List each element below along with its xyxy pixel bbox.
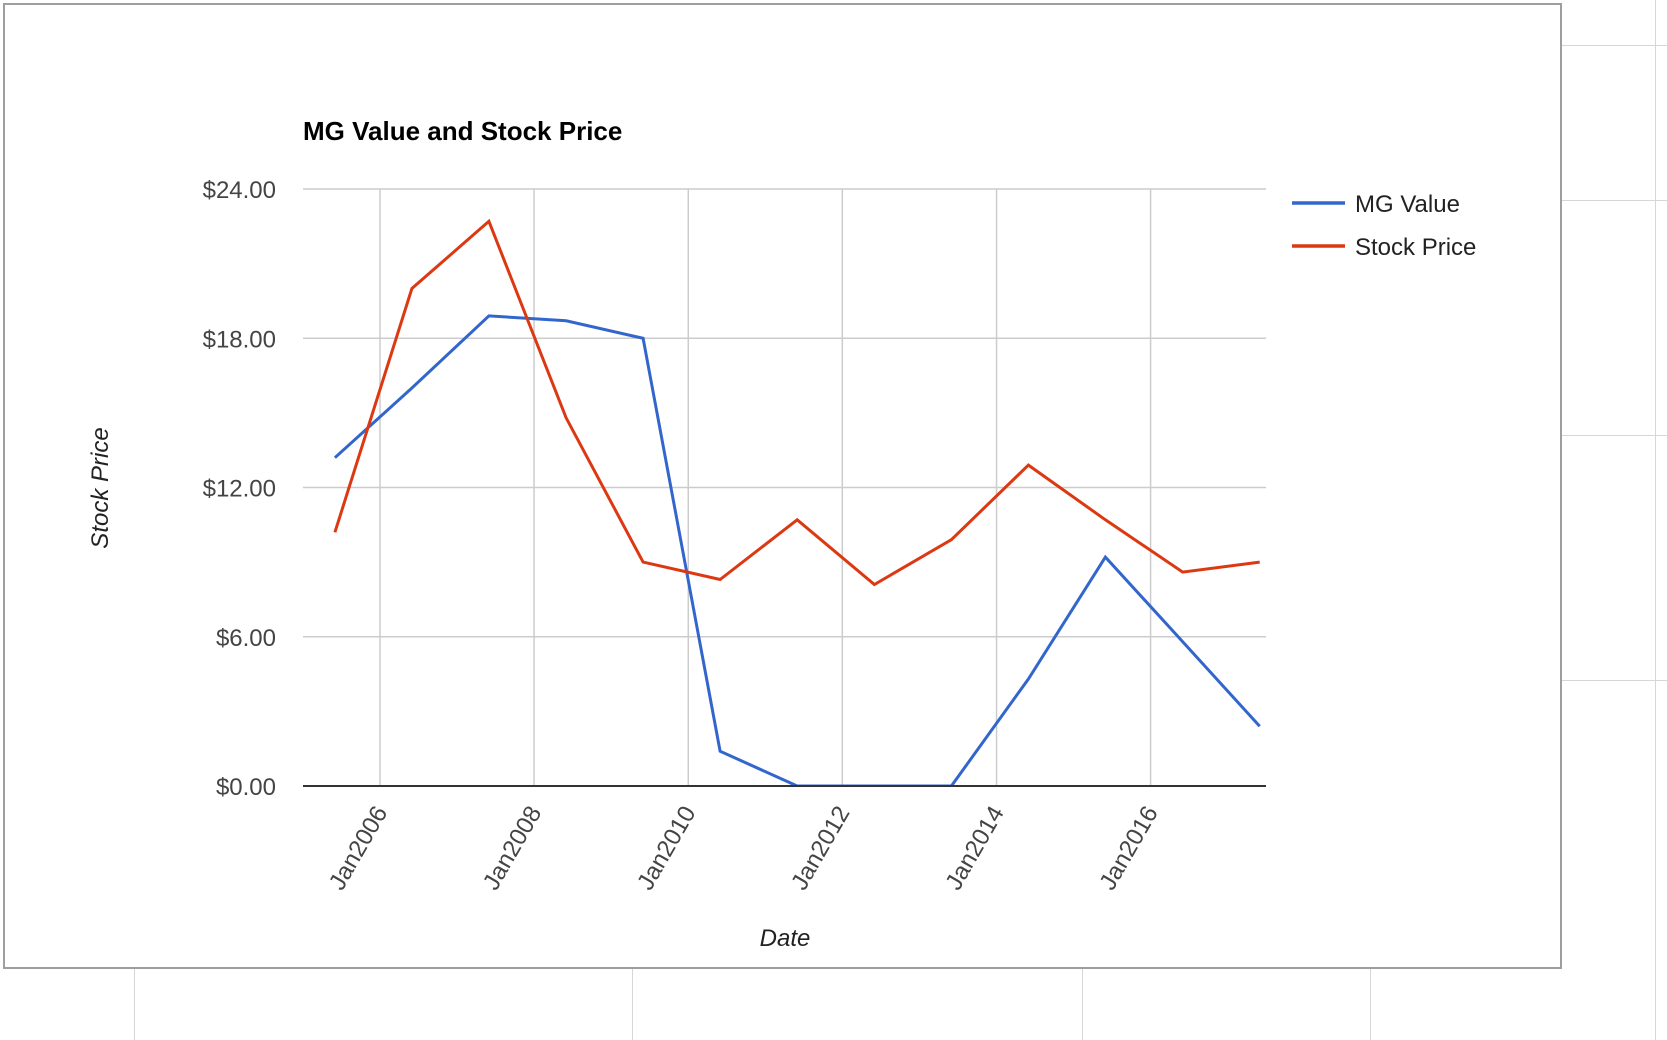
sheet-gridline xyxy=(632,969,633,1040)
sheet-gridline xyxy=(1082,969,1083,1040)
y-tick-label: $24.00 xyxy=(203,177,276,204)
sheet-gridline xyxy=(1562,435,1667,436)
series-line-mg-value xyxy=(333,314,1261,786)
sheet-gridline xyxy=(134,969,135,1040)
legend-label: Stock Price xyxy=(1355,234,1476,261)
chart-frame xyxy=(3,3,1562,969)
y-axis-ticks: $0.00 $6.00 $12.00 $18.00 $24.00 xyxy=(203,177,276,801)
series-line-stock-price xyxy=(333,218,1260,587)
x-axis-title: Date xyxy=(760,925,811,952)
x-tick-label: Jan2014 xyxy=(940,802,1009,895)
grid xyxy=(303,188,1266,786)
x-tick-label: Jan2006 xyxy=(324,802,393,895)
x-tick-label: Jan2008 xyxy=(478,802,547,895)
x-tick-label: Jan2016 xyxy=(1094,802,1163,895)
y-tick-label: $0.00 xyxy=(216,774,276,801)
x-axis-ticks: Jan2006 Jan2008 Jan2010 Jan2012 Jan2014 Jan20… xyxy=(324,802,1164,895)
y-tick-label: $18.00 xyxy=(203,326,276,353)
chart-title: MG Value and Stock Price xyxy=(303,116,622,146)
legend: MG Value Stock Price xyxy=(1292,191,1476,261)
sheet-gridline xyxy=(1370,969,1371,1040)
y-axis-title: Stock Price xyxy=(87,427,114,548)
y-tick-label: $6.00 xyxy=(216,625,276,652)
sheet-gridline xyxy=(1562,45,1667,46)
sheet-gridline xyxy=(1655,0,1656,1040)
series-lines xyxy=(333,218,1261,786)
x-tick-label: Jan2010 xyxy=(632,802,701,895)
y-tick-label: $12.00 xyxy=(203,476,276,503)
legend-label: MG Value xyxy=(1355,191,1460,218)
x-tick-label: Jan2012 xyxy=(786,802,855,895)
sheet-gridline xyxy=(1562,680,1667,681)
sheet-gridline xyxy=(1562,200,1667,201)
